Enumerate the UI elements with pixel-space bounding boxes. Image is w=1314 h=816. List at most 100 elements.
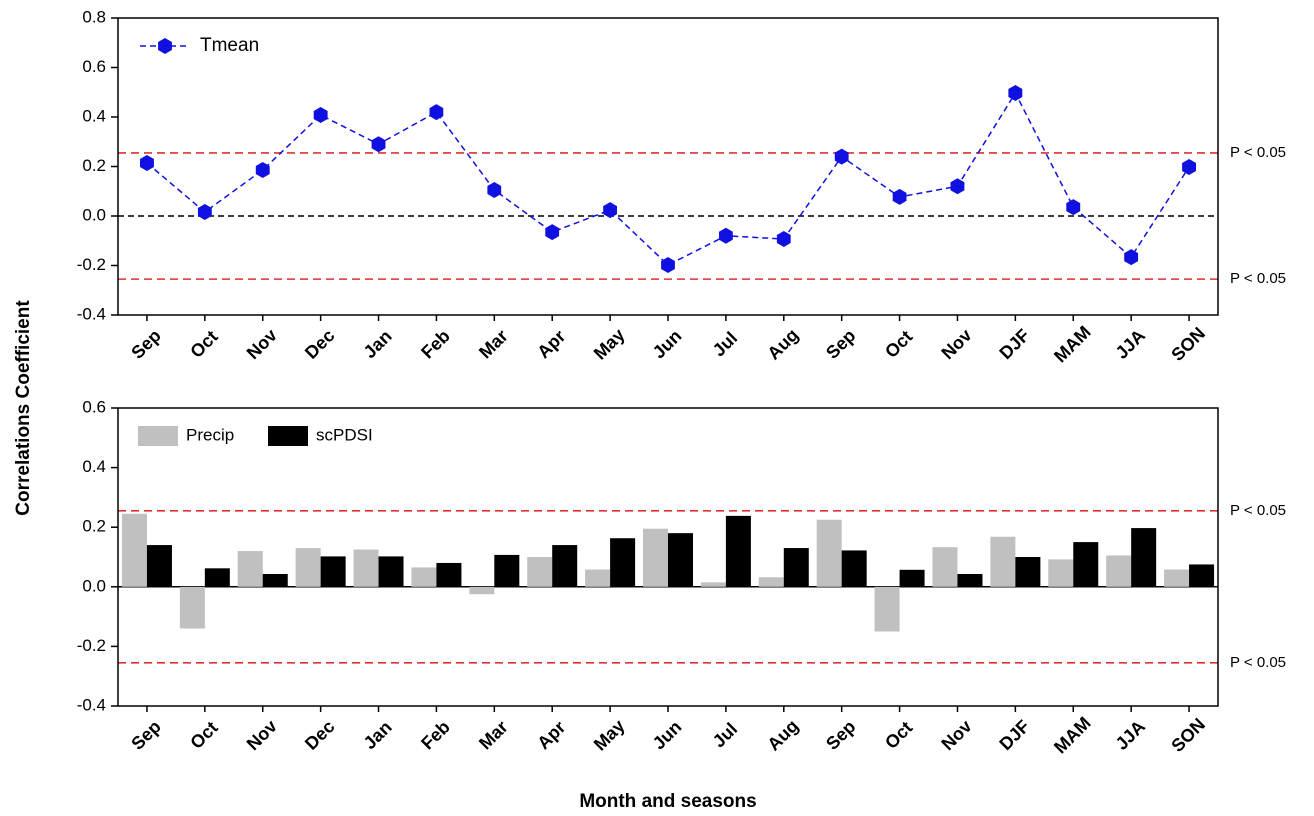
bar — [295, 548, 321, 587]
bar — [874, 586, 900, 632]
x-tick-label: Nov — [937, 325, 975, 363]
bar — [990, 536, 1016, 587]
significance-label: P < 0.05 — [1230, 654, 1286, 671]
bar — [121, 513, 147, 587]
x-tick-label: SON — [1167, 323, 1209, 365]
legend-swatch — [138, 426, 178, 446]
x-tick-label: Sep — [127, 716, 164, 753]
x-tick-label: MAM — [1050, 713, 1095, 758]
x-tick-label: Nov — [243, 716, 281, 754]
bar — [494, 554, 520, 587]
legend-label: scPDSI — [316, 425, 373, 444]
legend-label: Precip — [186, 425, 234, 444]
bar — [957, 573, 983, 587]
x-tick-label: Jul — [709, 328, 742, 361]
x-tick-label: May — [590, 716, 629, 755]
significance-label: P < 0.05 — [1230, 144, 1286, 161]
y-tick-label: 0.8 — [82, 7, 106, 26]
plot-frame — [117, 17, 1219, 316]
x-tick-label: Dec — [301, 716, 338, 753]
x-tick-label: Oct — [881, 326, 916, 361]
bar — [700, 582, 726, 587]
bar — [668, 533, 693, 587]
x-axis-label: Month and seasons — [579, 791, 756, 812]
y-tick-label: 0.6 — [82, 397, 106, 416]
x-tick-label: Nov — [243, 325, 281, 363]
y-tick-label: -0.2 — [77, 636, 106, 655]
x-tick-label: Mar — [475, 326, 512, 363]
y-tick-label: 0.0 — [82, 205, 106, 224]
x-tick-label: Sep — [822, 716, 859, 753]
bar — [932, 547, 958, 587]
x-tick-label: Oct — [186, 326, 221, 361]
x-tick-label: Sep — [127, 325, 164, 362]
x-tick-label: Jun — [649, 326, 686, 363]
point — [487, 182, 502, 198]
x-tick-label: Oct — [881, 717, 916, 752]
bar — [610, 538, 636, 587]
bar — [552, 545, 578, 587]
x-tick-label: Dec — [301, 325, 338, 362]
y-tick-label: 0.6 — [82, 57, 106, 76]
bar — [841, 550, 867, 587]
bar — [899, 569, 925, 587]
bar — [1048, 559, 1074, 587]
point — [719, 227, 733, 244]
point — [950, 178, 965, 195]
bar — [411, 567, 437, 587]
significance-label: P < 0.05 — [1230, 270, 1286, 287]
bar — [436, 562, 462, 587]
y-tick-label: -0.2 — [77, 255, 106, 274]
x-tick-label: MAM — [1050, 322, 1095, 367]
bar — [179, 586, 205, 629]
x-tick-label: Jun — [649, 717, 686, 754]
bar — [320, 556, 346, 587]
x-tick-label: Aug — [763, 716, 802, 755]
bar — [469, 586, 495, 595]
point — [1066, 199, 1081, 216]
point — [255, 162, 270, 178]
bar — [1164, 569, 1190, 587]
bar — [146, 545, 172, 587]
x-tick-label: JJA — [1112, 716, 1149, 753]
point — [545, 224, 560, 241]
x-tick-label: DJF — [995, 325, 1033, 363]
bar — [378, 556, 404, 587]
bar — [643, 528, 668, 587]
point — [1182, 159, 1196, 175]
x-tick-label: Feb — [417, 326, 454, 363]
y-axis-label: Correlations Coefficient — [13, 300, 34, 516]
bar — [262, 573, 288, 587]
x-tick-label: Oct — [186, 717, 221, 752]
y-tick-label: -0.4 — [77, 304, 106, 323]
bar — [237, 551, 263, 587]
bar — [725, 515, 751, 587]
x-tick-label: DJF — [995, 716, 1033, 754]
legend-marker — [158, 38, 172, 54]
y-tick-label: 0.2 — [82, 156, 106, 175]
bar — [816, 519, 842, 587]
y-tick-label: 0.4 — [82, 106, 106, 125]
y-tick-label: -0.4 — [77, 695, 106, 714]
legend-label: Tmean — [200, 35, 259, 56]
x-tick-label: Mar — [475, 717, 512, 754]
point — [834, 148, 849, 165]
point — [429, 104, 444, 121]
point — [1124, 249, 1139, 266]
point — [776, 231, 791, 247]
bar — [204, 568, 230, 587]
series-line — [146, 91, 1190, 266]
bar — [585, 569, 611, 587]
bar — [1073, 542, 1099, 587]
x-tick-label: Feb — [417, 717, 454, 754]
significance-label: P < 0.05 — [1230, 502, 1286, 519]
bar — [783, 548, 809, 587]
bar — [1131, 528, 1157, 587]
point — [140, 155, 154, 171]
bar — [1106, 555, 1132, 587]
point — [313, 107, 328, 123]
plot-frame — [117, 407, 1219, 707]
bar — [1189, 564, 1215, 587]
x-tick-label: Apr — [533, 717, 569, 753]
x-tick-label: SON — [1167, 714, 1209, 756]
